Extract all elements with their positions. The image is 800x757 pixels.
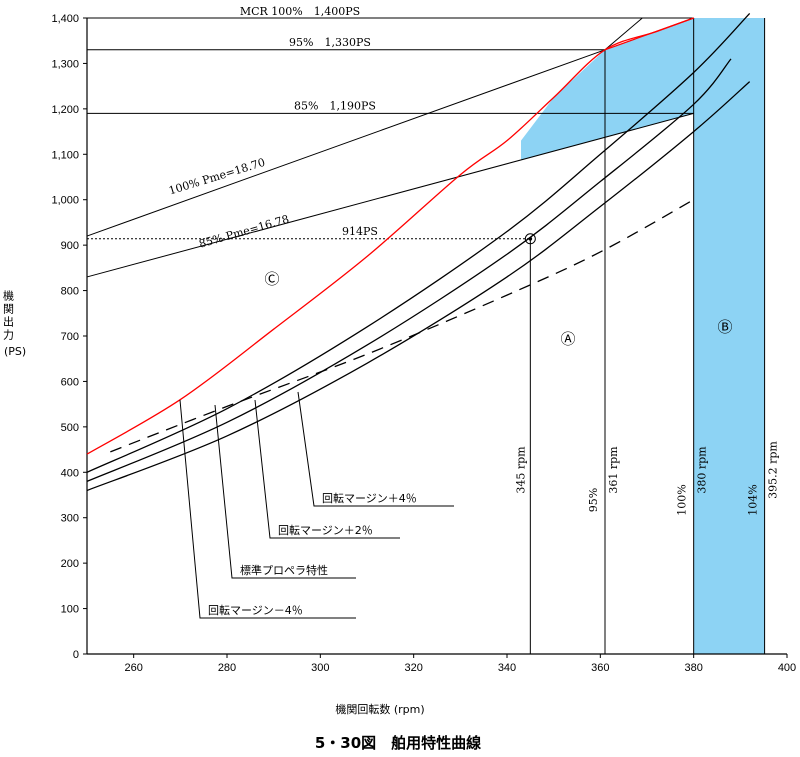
x-tick-label: 340	[498, 662, 516, 674]
pme-line	[86, 112, 694, 278]
x-tick-label: 280	[218, 662, 236, 674]
curve-label: 標準プロペラ特性	[240, 563, 328, 577]
chart-labels: 0 100 200 300 400 500 600 700 800 900 1,000 1,100 1,…	[51, 5, 796, 674]
curve-label: 回転マージン＋2％	[278, 524, 373, 537]
region-a-fill	[521, 18, 694, 160]
y-tick-label: 1,400	[51, 13, 79, 25]
curve-label: 回転マージン＋4％	[322, 492, 417, 505]
vertical-line-label: 104%	[747, 484, 760, 515]
y-tick-label: 1,200	[51, 104, 79, 116]
shaded-regions	[521, 18, 765, 654]
region-b-label: Ⓑ	[717, 318, 732, 336]
y-tick-label: 300	[61, 513, 79, 525]
ref-line-label: 85% 1,190PS	[294, 99, 376, 112]
curve-label: 回転マージン－4％	[208, 604, 303, 617]
series-line	[86, 81, 751, 492]
vertical-line-label: 345 rpm	[514, 446, 527, 494]
y-tick-label: 0	[73, 649, 79, 661]
figure-title: 5・30図 舶用特性曲線	[315, 734, 481, 752]
leader-line	[179, 399, 356, 619]
leader-line	[254, 399, 400, 539]
y-axis-title: 機関出力	[2, 289, 15, 342]
series-line	[110, 199, 694, 453]
region-b-fill	[693, 18, 765, 654]
y-tick-label: 100	[61, 604, 79, 616]
x-tick-label: 400	[778, 662, 796, 674]
y-tick-label: 600	[61, 376, 79, 388]
y-tick-label: 1,000	[51, 195, 79, 207]
operating-point	[524, 233, 536, 245]
series-line	[86, 58, 732, 482]
x-tick-label: 380	[684, 662, 702, 674]
x-tick-label: 260	[124, 662, 142, 674]
x-axis-title: 機関回転数 (rpm)	[335, 702, 424, 716]
y-tick-label: 900	[61, 240, 79, 252]
pme-extension	[604, 17, 643, 51]
region-a-label: Ⓐ	[560, 330, 575, 348]
y-tick-label: 400	[61, 467, 79, 479]
vertical-line-label: 95%	[587, 488, 600, 512]
operating-point-dot	[528, 236, 533, 241]
vertical-line-label: 380 rpm	[696, 446, 709, 494]
ref-line-label: 95% 1,330PS	[289, 36, 371, 49]
leader-line	[214, 404, 356, 579]
ref-line-label: 914PS	[342, 225, 378, 238]
region-c-label: Ⓒ	[264, 270, 279, 288]
y-tick-label: 1,100	[51, 149, 79, 161]
vertical-line-label: 361 rpm	[607, 446, 620, 494]
series-line	[86, 17, 694, 455]
y-tick-label: 800	[61, 286, 79, 298]
leader-line	[297, 391, 454, 507]
vertical-line-label: 395.2 rpm	[767, 441, 780, 499]
y-tick-label: 700	[61, 331, 79, 343]
x-tick-label: 300	[311, 662, 329, 674]
vertical-line-label: 100%	[676, 484, 689, 515]
y-axis-unit: (PS)	[4, 345, 26, 358]
y-tick-label: 200	[61, 558, 79, 570]
chart-lines	[83, 13, 788, 658]
pme-label: 85% Pme=16.78	[198, 213, 291, 251]
series-line	[86, 13, 751, 473]
pme-line	[86, 49, 606, 237]
x-tick-label: 360	[591, 662, 609, 674]
x-tick-label: 320	[404, 662, 422, 674]
ref-line-label: MCR 100% 1,400PS	[240, 5, 360, 18]
y-tick-label: 1,300	[51, 58, 79, 70]
y-tick-label: 500	[61, 422, 79, 434]
